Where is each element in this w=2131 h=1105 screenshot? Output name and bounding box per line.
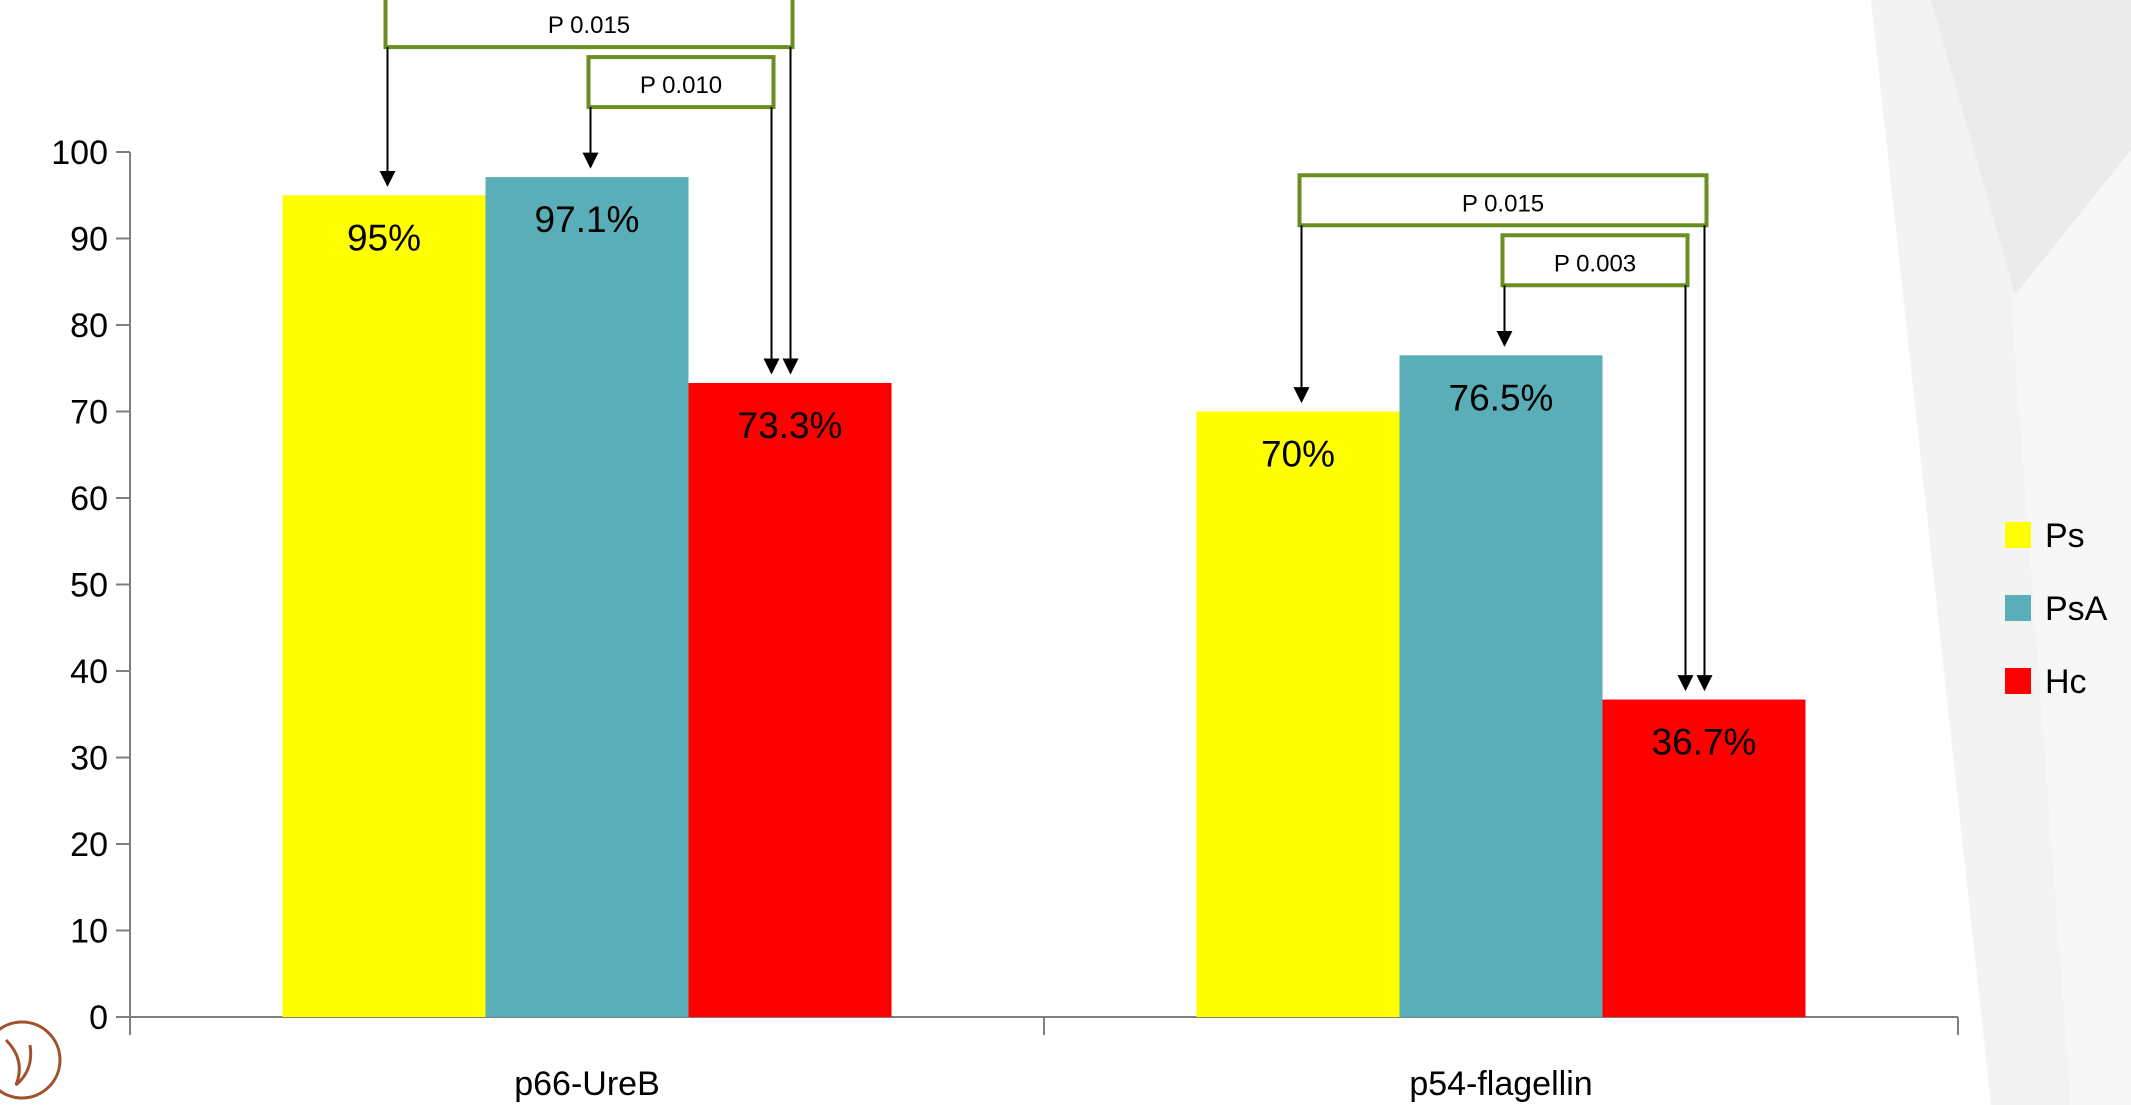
significance-bracket-box <box>1500 233 1690 288</box>
significance-bracket-box <box>1297 173 1709 228</box>
legend-label: Hc <box>2045 663 2087 701</box>
y-tick-label: 30 <box>70 740 108 778</box>
significance-bracket-box <box>586 55 776 110</box>
y-tick-label: 20 <box>70 826 108 864</box>
logo-icon <box>0 1020 62 1100</box>
background-decoration <box>1871 0 2131 1105</box>
legend-swatch-psa <box>2005 595 2031 621</box>
y-tick-label: 0 <box>89 999 108 1037</box>
y-tick-label: 10 <box>70 913 108 951</box>
y-tick-label: 70 <box>70 394 108 432</box>
y-tick-label: 40 <box>70 653 108 691</box>
p-value-label: P 0.015 <box>1462 190 1544 217</box>
y-tick-label: 100 <box>51 134 108 172</box>
y-tick-label: 80 <box>70 307 108 345</box>
significance-bracket-box <box>383 0 795 50</box>
bar-value-label: 36.7% <box>1652 722 1757 763</box>
bar-value-label: 73.3% <box>738 405 843 446</box>
bar-hc <box>688 382 892 1018</box>
y-tick-label: 60 <box>70 480 108 518</box>
p-value-label: P 0.003 <box>1554 250 1636 277</box>
bar-value-label: 76.5% <box>1449 377 1554 418</box>
legend-swatch-ps <box>2005 522 2031 548</box>
x-category-label: p66-UreB <box>514 1065 660 1103</box>
y-tick-label: 50 <box>70 567 108 605</box>
y-tick-label: 90 <box>70 221 108 259</box>
bar-value-label: 95% <box>347 217 421 258</box>
legend-label: Ps <box>2045 517 2085 555</box>
significance-annotations: P 0.015 P 0.010 P 0.015 P 0.003 <box>379 0 1713 692</box>
bar-ps <box>1196 411 1400 1017</box>
x-axis: p66-UreB p54-flagellin <box>129 1016 1959 1103</box>
bars <box>282 177 1806 1018</box>
p-value-label: P 0.015 <box>548 12 630 39</box>
legend-swatch-hc <box>2005 668 2031 694</box>
legend-label: PsA <box>2045 590 2108 628</box>
bar-hc <box>1602 699 1806 1017</box>
bar-ps <box>282 195 486 1017</box>
bar-psa <box>1399 355 1603 1017</box>
bar-value-label: 70% <box>1261 434 1335 475</box>
p-value-label: P 0.010 <box>640 72 722 99</box>
legend: Ps PsA Hc <box>2005 517 2108 701</box>
data-labels: 95% 97.1% 73.3% 70% 76.5% 36.7% <box>347 199 1756 762</box>
bar-psa <box>485 177 689 1017</box>
x-category-label: p54-flagellin <box>1409 1065 1592 1103</box>
y-axis: 0 10 20 30 40 50 60 70 80 90 100 <box>51 134 131 1037</box>
bar-value-label: 97.1% <box>535 199 640 240</box>
